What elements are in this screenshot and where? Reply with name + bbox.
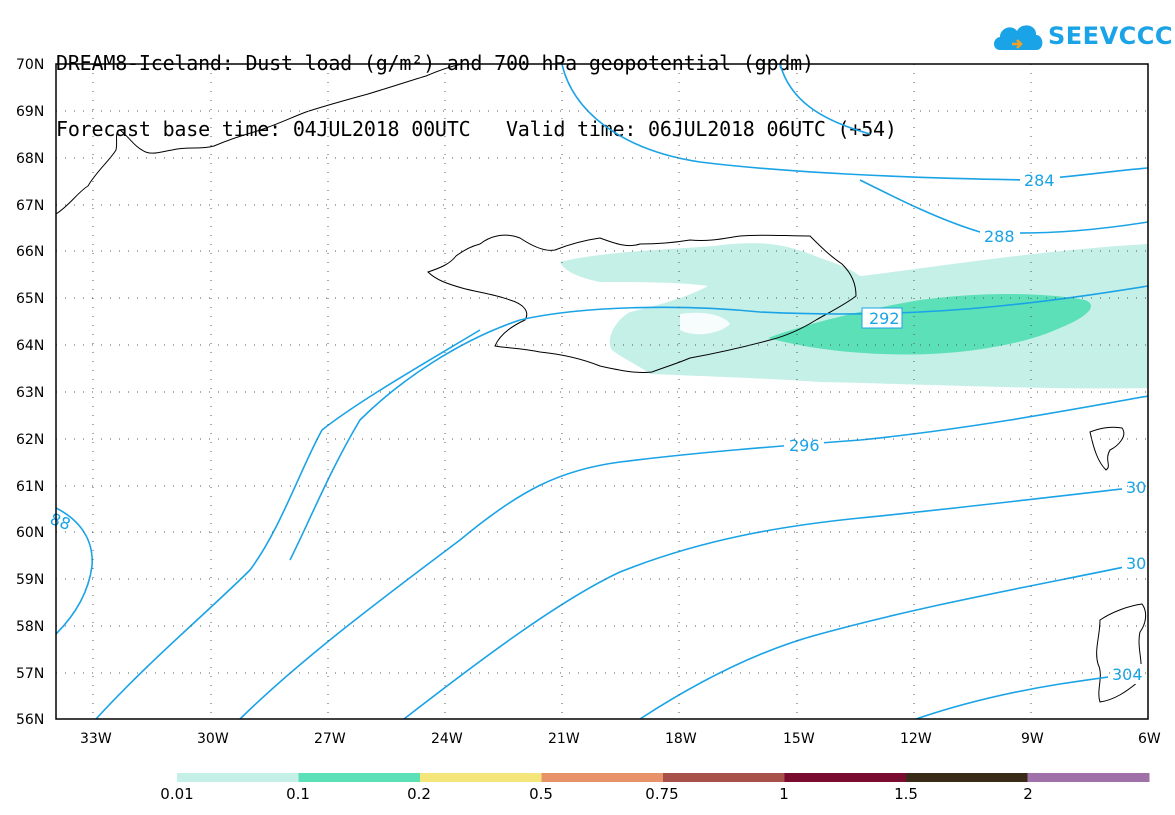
contour-label-284: 284 [1024, 171, 1055, 190]
contour-label-292-bg [861, 307, 903, 329]
contour-label-304-bg [1108, 664, 1148, 684]
contour-label-300a: 30 [1126, 478, 1146, 497]
title-line-1: DREAM8-Iceland: Dust load (g/m²) and 700… [56, 51, 814, 75]
colorbar-swatch-3 [541, 773, 664, 782]
contour-296 [95, 329, 481, 719]
colorbar-label-7: 2 [1023, 785, 1033, 803]
lat-label-65n: 65N [16, 291, 44, 307]
lat-label-59n: 59N [16, 572, 44, 588]
colorbar-label-1: 0.1 [286, 785, 310, 803]
lon-label-6w: 6W [1138, 731, 1161, 747]
lat-label-60n: 60N [16, 525, 44, 541]
contour-label-300a-bg [1122, 477, 1148, 497]
lon-label-15w: 15W [783, 731, 815, 747]
lon-label-24w: 24W [431, 731, 463, 747]
lat-label-58n: 58N [16, 619, 44, 635]
colorbar-swatch-2 [420, 773, 542, 782]
dust-fields [560, 243, 1148, 389]
contour-label-296: 296 [789, 436, 820, 455]
lat-axis-labels: 70N 69N 68N 67N 66N 65N 64N 63N 62N 61N … [16, 57, 44, 728]
scotland-coast [1096, 603, 1147, 703]
map-frame [55, 63, 1149, 720]
lon-label-12w: 12W [900, 731, 932, 747]
colorbar-label-4: 0.75 [645, 785, 679, 803]
colorbar-label-3: 0.5 [529, 785, 553, 803]
lat-label-68n: 68N [16, 151, 44, 167]
contour-304 [639, 561, 1148, 719]
colorbar [177, 773, 1150, 782]
contour-284-top [779, 64, 871, 135]
lon-label-30w: 30W [197, 731, 229, 747]
contour-label-292: 292 [869, 309, 900, 328]
map-title: DREAM8-Iceland: Dust load (g/m²) and 700… [56, 8, 897, 162]
lat-label-69n: 69N [16, 104, 44, 120]
contour-label-304: 304 [1112, 665, 1143, 684]
colorbar-label-0: 0.01 [160, 785, 194, 803]
lon-axis-labels: 33W 30W 27W 24W 21W 18W 15W 12W 9W 6W [80, 731, 1161, 747]
contour-label-88-west: 88 [48, 509, 74, 534]
colorbar-label-5: 1 [779, 785, 789, 803]
colorbar-swatch-6 [906, 773, 1028, 782]
contour-label-288: 288 [984, 227, 1015, 246]
colorbar-swatch-4 [663, 773, 785, 782]
graticule [56, 64, 1148, 719]
lat-label-67n: 67N [16, 198, 44, 214]
contour-label-284-bg [1020, 170, 1060, 190]
contour-300 [403, 485, 1148, 719]
lat-label-56n: 56N [16, 712, 44, 728]
contour-label-300b-bg [1122, 553, 1148, 573]
lon-label-18w: 18W [665, 731, 697, 747]
colorbar-swatch-5 [784, 773, 907, 782]
contour-296-b [239, 395, 1148, 719]
colorbar-label-2: 0.2 [407, 785, 431, 803]
greenland-coast [56, 64, 463, 215]
logo-text: SEEVCCC [1048, 22, 1173, 50]
colorbar-swatch-7 [1027, 773, 1150, 782]
contour-label-300b: 30 [1126, 554, 1146, 573]
lon-label-9w: 9W [1021, 731, 1044, 747]
colorbar-swatch-1 [298, 773, 421, 782]
dust-field-medium [768, 294, 1091, 355]
iceland-coast [427, 234, 857, 373]
contour-label-288-bg [980, 225, 1020, 245]
seevccc-logo: SEEVCCC [990, 18, 1173, 58]
lat-label-64n: 64N [16, 338, 44, 354]
lon-label-33w: 33W [80, 731, 112, 747]
lon-label-21w: 21W [548, 731, 580, 747]
cloud-icon [994, 25, 1043, 50]
colorbar-label-6: 1.5 [894, 785, 918, 803]
lat-label-63n: 63N [16, 385, 44, 401]
title-line-2: Forecast base time: 04JUL2018 00UTC Vali… [56, 117, 897, 141]
contour-284 [561, 64, 1148, 181]
lat-label-61n: 61N [16, 479, 44, 495]
contour-292 [289, 285, 1148, 561]
colorbar-swatch-0 [177, 773, 299, 782]
contour-288-west [56, 507, 93, 635]
lat-label-62n: 62N [16, 432, 44, 448]
lat-label-66n: 66N [16, 244, 44, 260]
contour-label-group: 292 284 288 296 30 30 304 88 [48, 170, 1148, 684]
dust-hole [680, 312, 730, 335]
lat-label-70n: 70N [16, 57, 44, 73]
contours [56, 64, 1148, 719]
faroe-islands [1089, 426, 1125, 471]
lat-label-57n: 57N [16, 666, 44, 682]
lon-label-27w: 27W [314, 731, 346, 747]
